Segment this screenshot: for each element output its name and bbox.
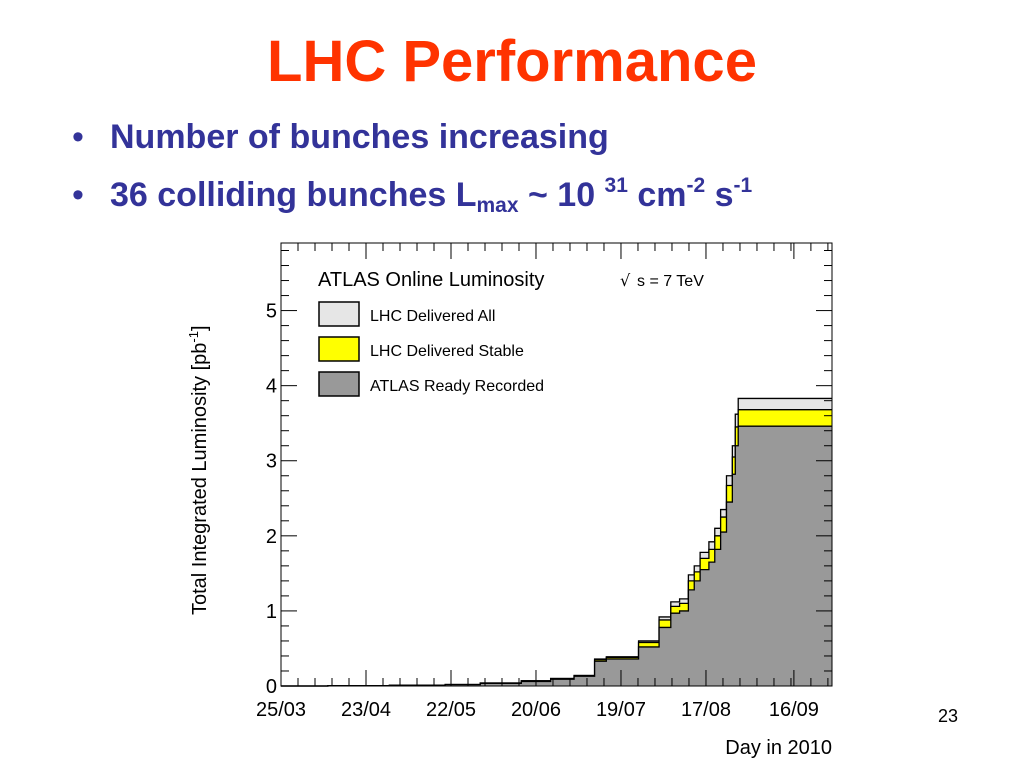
chart-subtitle: s = 7 TeV xyxy=(637,273,704,290)
bullet-subscript: max xyxy=(476,194,519,217)
x-tick-label: 16/09 xyxy=(769,699,819,721)
y-axis-label: Total Integrated Luminosity [pb-1] xyxy=(186,325,211,615)
bullet-superscript: -2 xyxy=(686,174,706,197)
y-tick-label: 0 xyxy=(266,676,277,698)
x-tick-label: 25/03 xyxy=(256,699,306,721)
legend-swatch-delivered-all xyxy=(318,301,360,327)
bullet-superscript: -1 xyxy=(733,174,753,197)
chart-title: ATLAS Online Luminosity xyxy=(318,269,544,291)
bullet-text-mid: ~ 10 xyxy=(518,176,605,214)
page-number: 23 xyxy=(937,706,959,726)
y-axis-label-main: Total Integrated Luminosity [pb xyxy=(189,343,211,615)
x-tick-label: 17/08 xyxy=(681,699,731,721)
series-area xyxy=(281,426,832,686)
legend-label-ready-recorded: ATLAS Ready Recorded xyxy=(370,378,544,395)
bullet-item: • Number of bunches increasing xyxy=(70,108,752,166)
ticks-layer: 0 1 2 3 4 5 25/03 23/04 22/05 20/06 19/07 17/08 16/0… xyxy=(256,243,832,721)
series-line xyxy=(281,425,832,687)
y-tick-label: 5 xyxy=(266,301,277,323)
plot-frame xyxy=(280,242,833,687)
x-tick-label: 23/04 xyxy=(341,699,391,721)
x-axis-label: Day in 2010 xyxy=(725,737,832,759)
bullet-dot: • xyxy=(72,118,84,156)
legend-label-delivered-stable: LHC Delivered Stable xyxy=(370,343,524,360)
x-tick-label: 22/05 xyxy=(426,699,476,721)
series-layer xyxy=(281,397,832,687)
x-tick-label: 20/06 xyxy=(511,699,561,721)
legend-swatch-delivered-stable xyxy=(318,336,360,362)
bullet-text-main: 36 colliding bunches L xyxy=(110,176,477,214)
bullet-dot: • xyxy=(72,176,84,214)
y-tick-label: 1 xyxy=(266,601,277,623)
y-tick-label: 4 xyxy=(266,376,277,398)
chart-subtitle-sqrt: √ xyxy=(620,271,631,290)
x-tick-label: 19/07 xyxy=(596,699,646,721)
y-tick-label: 3 xyxy=(266,451,277,473)
bullet-superscript: 31 xyxy=(604,174,628,197)
slide-title: LHC Performance xyxy=(267,29,757,94)
y-axis-label-end: ] xyxy=(189,325,211,331)
bullet-text: Number of bunches increasing xyxy=(110,118,609,156)
legend-label-delivered-all: LHC Delivered All xyxy=(370,308,495,325)
legend-swatch-ready-recorded xyxy=(318,371,360,397)
y-tick-label: 2 xyxy=(266,526,277,548)
bullet-list: • Number of bunches increasing • 36 coll… xyxy=(70,108,752,224)
bullet-text-mid: cm xyxy=(627,176,687,214)
chart-legend: LHC Delivered All LHC Delivered Stable A… xyxy=(318,301,544,397)
y-axis-label-sup: -1 xyxy=(186,331,201,343)
bullet-text-mid: s xyxy=(705,176,734,214)
bullet-item: • 36 colliding bunches Lmax ~ 10 31 cm-2… xyxy=(70,166,752,224)
